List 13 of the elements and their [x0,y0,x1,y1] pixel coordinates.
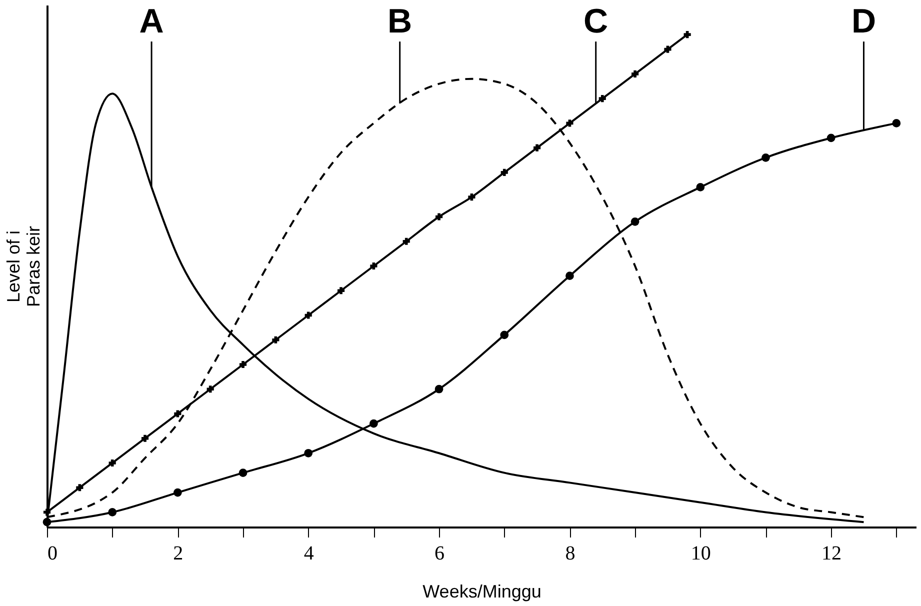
x-tick-label: 10 [690,542,711,564]
text: D [851,2,876,41]
x-tick-label: 6 [434,542,445,564]
series-label: B [388,2,412,41]
x-tick-label: 0 [48,542,58,564]
y-axis-title: Level of i Paras keir [4,226,44,308]
series-label: C [584,2,608,41]
x-tick-label: 12 [822,542,842,564]
x-tick-label: 4 [304,542,314,564]
x-axis-title: Weeks/Minggu [422,582,542,602]
series-label: A [139,2,164,41]
x-tick-label: 8 [565,542,576,564]
x-tick-label: 2 [173,542,184,564]
